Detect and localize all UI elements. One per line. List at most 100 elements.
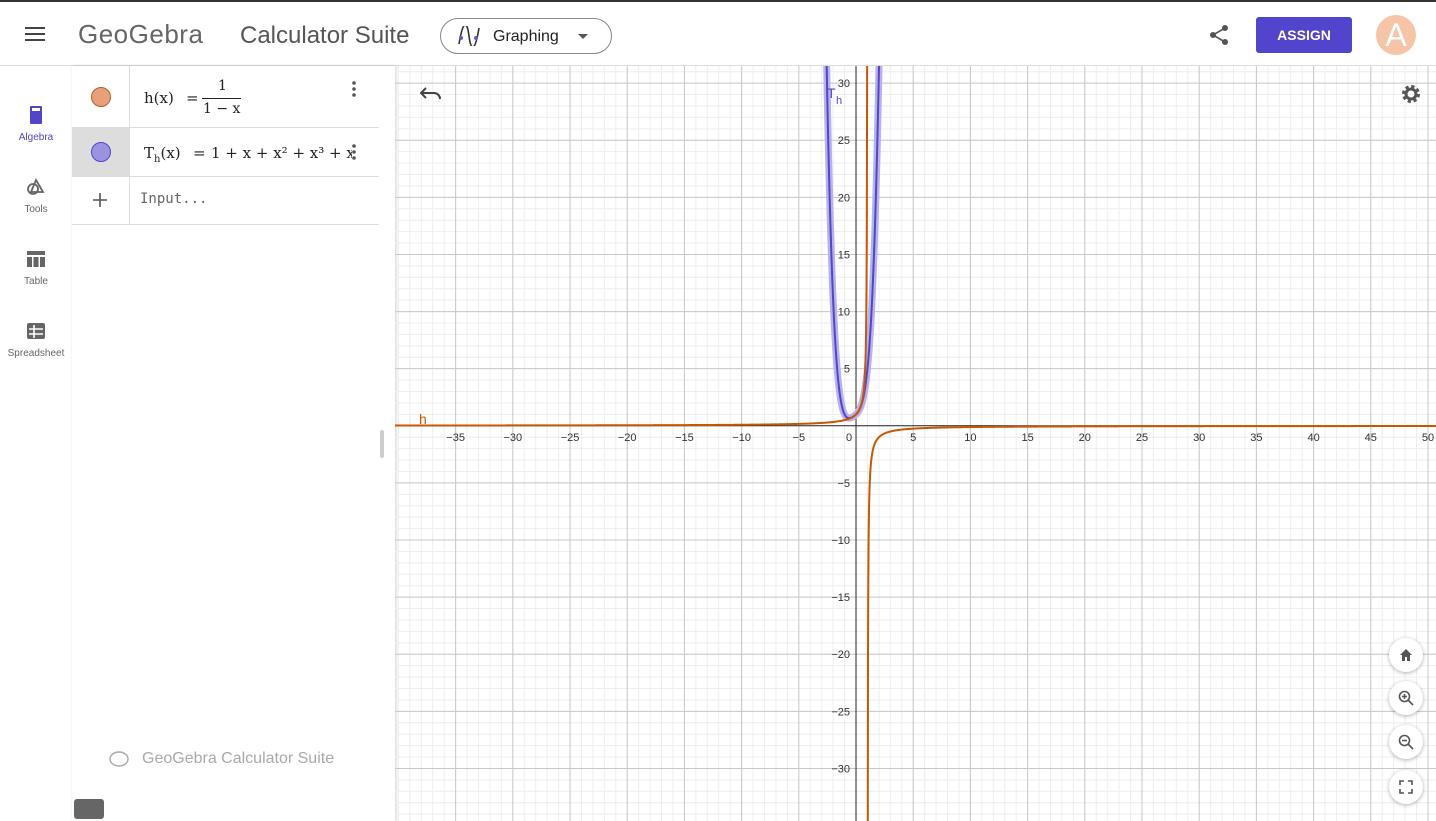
caret	[578, 34, 588, 39]
avatar[interactable]: A	[1376, 15, 1416, 55]
fraction-bar	[202, 98, 241, 99]
input-placeholder[interactable]: Input...	[140, 191, 208, 207]
visibility-marble[interactable]	[91, 142, 111, 162]
y-tick-label: 10	[838, 307, 850, 319]
sidebar-icon	[27, 251, 45, 267]
home-button[interactable]	[1389, 638, 1423, 672]
fullscreen-button[interactable]	[1389, 770, 1423, 804]
curve-label: h	[419, 411, 427, 427]
y-tick-label: 15	[838, 249, 850, 261]
title: Calculator Suite	[240, 22, 410, 49]
y-tick-label: 25	[838, 135, 850, 147]
sidebar-icon	[27, 177, 45, 195]
logo[interactable]: GeoGebra	[78, 19, 204, 49]
settings-icon[interactable]	[1400, 83, 1422, 105]
curve-label: T	[827, 85, 836, 101]
zoom-in-icon	[1398, 690, 1414, 706]
sidebar-icon	[27, 323, 45, 339]
h-curve	[866, 425, 1436, 821]
visibility-marble[interactable]	[91, 87, 111, 107]
sidebar-label: Algebra	[18, 132, 54, 143]
sidebar: Algebra Tools Table Spreadsheet	[0, 66, 72, 821]
sidebar-item[interactable]: Spreadsheet	[0, 320, 72, 380]
more-icon[interactable]	[352, 81, 356, 97]
x-tick-label: 50	[1422, 432, 1434, 444]
home-icon	[1400, 649, 1412, 661]
x-tick-label: 5	[910, 432, 916, 444]
sidebar-label: Spreadsheet	[7, 348, 65, 359]
y-tick-label: 20	[838, 192, 850, 204]
sidebar-label: Tools	[24, 204, 48, 215]
marble-cell	[72, 66, 130, 127]
y-tick-label: −20	[831, 649, 850, 661]
x-tick-label: −5	[793, 432, 806, 444]
x-tick-label: 40	[1307, 432, 1319, 444]
sidebar-label: Table	[24, 276, 48, 287]
y-tick-label: 30	[838, 78, 850, 90]
menu-icon[interactable]	[25, 26, 47, 42]
x-tick-label: 20	[1079, 432, 1091, 444]
header: GeoGebra Calculator Suite Graphing ASSIG…	[0, 0, 1436, 66]
x-tick-label: −25	[561, 432, 580, 444]
assign-button[interactable]: ASSIGN	[1256, 17, 1352, 53]
input-row[interactable]: Input...	[72, 176, 379, 225]
zoom-out-icon	[1398, 734, 1414, 750]
app-dropdown[interactable]: Graphing	[440, 18, 612, 54]
zoom-in-button[interactable]	[1389, 681, 1423, 715]
formula-lhs: h(x)	[144, 89, 174, 107]
undo-icon[interactable]	[420, 86, 442, 102]
share-icon[interactable]	[1209, 24, 1231, 46]
y-tick-label: 5	[844, 364, 850, 376]
x-tick-label: −35	[446, 432, 465, 444]
fullscreen-icon	[1399, 780, 1413, 794]
function-subscript: h	[154, 154, 161, 165]
sidebar-item[interactable]: Table	[0, 248, 72, 308]
x-tick-label: 30	[1193, 432, 1205, 444]
sidebar-item[interactable]: Tools	[0, 176, 72, 236]
x-tick-label: 35	[1250, 432, 1262, 444]
x-tick-label: −30	[503, 432, 522, 444]
y-tick-label: −15	[831, 592, 850, 604]
footer-logo	[109, 751, 129, 767]
h-curve	[395, 66, 869, 427]
sidebar-item[interactable]: Algebra	[0, 104, 72, 164]
keyboard-button[interactable]	[74, 799, 104, 819]
x-tick-label: 45	[1365, 432, 1377, 444]
plus-icon[interactable]	[93, 193, 107, 207]
graphics-view[interactable]: −35 −30 −25 −20 −15 −10 −5 0 5 10 15 20 25 30 35 40 45 50…	[395, 66, 1436, 821]
fraction-den: 1 − x	[203, 101, 241, 117]
y-tick-label: −10	[831, 535, 850, 547]
fraction-num: 1	[218, 78, 227, 94]
y-tick-label: −25	[831, 706, 850, 718]
sidebar-icon	[30, 106, 42, 124]
add-cell	[72, 176, 130, 224]
x-tick-label: −10	[732, 432, 751, 444]
zoom-out-button[interactable]	[1389, 725, 1423, 759]
graph-icon	[458, 26, 480, 46]
algebra-row[interactable]: h(x) = 1 1 − x	[72, 66, 379, 128]
footer-text: GeoGebra Calculator Suite	[142, 750, 335, 767]
x-tick-label: −15	[675, 432, 694, 444]
y-tick-label: −30	[831, 763, 850, 775]
x-tick-label: 15	[1021, 432, 1033, 444]
marble-cell	[72, 127, 130, 176]
x-tick-label: 25	[1136, 432, 1148, 444]
algebra-panel: h(x) = 1 1 − x Th(x) = 1 + x + x² + x³ +…	[72, 66, 395, 821]
more-icon[interactable]	[352, 144, 356, 160]
y-tick-label: −5	[837, 478, 850, 490]
resize-handle[interactable]	[380, 430, 384, 458]
x-tick-label: −20	[618, 432, 637, 444]
formula-eq: =	[193, 144, 206, 162]
app-name: Graphing	[493, 28, 559, 45]
formula-rhs: 1 + x + x² + x³ + x⁴	[211, 144, 352, 162]
x-tick-label: 10	[964, 432, 976, 444]
algebra-row[interactable]: Th(x) = 1 + x + x² + x³ + x⁴	[72, 127, 379, 177]
formula-eq: =	[186, 89, 199, 107]
function-name: T	[144, 144, 155, 162]
curve-label-subscript: h	[836, 95, 842, 107]
function-args: (x)	[160, 144, 181, 162]
formula-lhs: Th(x)	[144, 144, 181, 165]
x-tick-label: 0	[846, 432, 852, 444]
